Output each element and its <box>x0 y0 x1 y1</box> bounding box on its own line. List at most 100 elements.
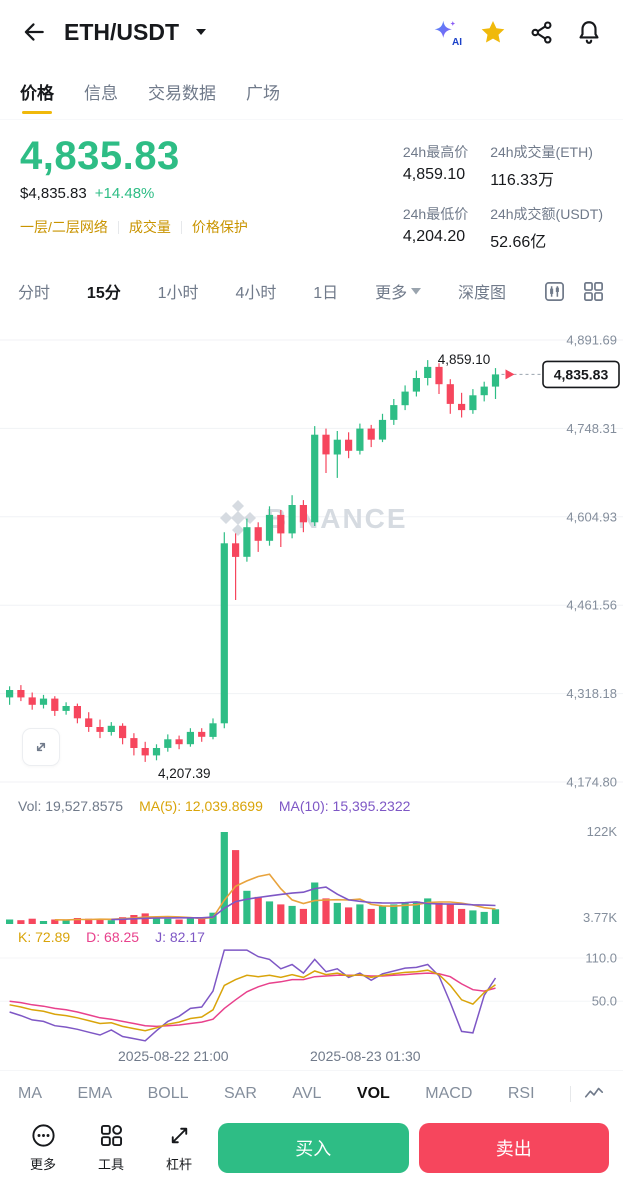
svg-text:4,604.93: 4,604.93 <box>566 509 617 524</box>
svg-text:BINANCE: BINANCE <box>266 503 408 534</box>
time-axis-label: 2025-08-23 01:30 <box>310 1048 421 1064</box>
time-axis-label: 2025-08-22 21:00 <box>118 1048 229 1064</box>
stat-24h-high: 24h最高价 4,859.10 <box>402 144 469 183</box>
indicator-rsi[interactable]: RSI <box>507 1084 535 1102</box>
tag-volume[interactable]: 成交量 <box>128 219 171 235</box>
indicator-sar[interactable]: SAR <box>224 1084 257 1102</box>
buy-button[interactable]: 买入 <box>218 1122 409 1173</box>
kdj-chart[interactable]: 110.0 50.0 <box>0 948 623 1046</box>
notifications-button[interactable] <box>573 16 605 48</box>
expand-icon <box>36 742 46 752</box>
tab-info[interactable]: 信息 <box>84 84 118 103</box>
svg-text:4,207.39: 4,207.39 <box>158 766 211 781</box>
tag-divider <box>117 220 119 234</box>
bottom-action-bar: 更多 工具 杠杆 买入 卖出 <box>0 1116 623 1199</box>
indicator-ema[interactable]: EMA <box>77 1084 113 1102</box>
tools-button[interactable]: 工具 <box>82 1122 140 1173</box>
price-change-percent: +14.48% <box>94 185 155 202</box>
volume-chart[interactable]: 122K 3.77K <box>0 818 623 926</box>
tag-layer-network[interactable]: 一层/二层网络 <box>20 219 108 235</box>
tag-price-protection[interactable]: 价格保护 <box>191 219 248 235</box>
share-icon <box>531 20 551 44</box>
tab-price-label: 价格 <box>20 84 54 103</box>
volume-ma10: MA(10): 15,395.2322 <box>278 798 411 814</box>
indicator-divider <box>569 1085 571 1102</box>
ai-label: AI <box>452 37 462 48</box>
volume-ma5: MA(5): 12,039.8699 <box>139 798 263 814</box>
stat-24h-volume-quote: 24h成交额(USDT) 52.66亿 <box>490 206 603 251</box>
timeframe-4h[interactable]: 4小时 <box>235 285 277 302</box>
favorite-button[interactable] <box>477 16 509 48</box>
kdj-header: K: 72.89 D: 68.25 J: 82.17 <box>0 926 623 948</box>
sell-button[interactable]: 卖出 <box>418 1122 609 1173</box>
timeframe-time[interactable]: 分时 <box>18 285 51 302</box>
tab-trading-data[interactable]: 交易数据 <box>148 84 216 103</box>
volume-value: Vol: 19,527.8575 <box>18 798 124 814</box>
timeframe-1h[interactable]: 1小时 <box>157 285 199 302</box>
stat-24h-low: 24h最低价 4,204.20 <box>402 206 469 245</box>
page-tabs: 价格 信息 交易数据 广场 <box>0 64 623 120</box>
stat-24h-volume-base: 24h成交量(ETH) 116.33万 <box>490 144 593 189</box>
tab-square[interactable]: 广场 <box>246 84 280 103</box>
svg-text:4,174.80: 4,174.80 <box>566 775 617 790</box>
kdj-j-value: J: 82.17 <box>155 928 205 945</box>
more-circle-icon <box>31 1124 55 1147</box>
active-tab-underline <box>22 111 52 114</box>
svg-text:4,859.10: 4,859.10 <box>438 352 491 367</box>
indicator-settings-button[interactable] <box>543 280 566 303</box>
timeframe-bar: 分时 15分 1小时 4小时 1日 更多 深度图 <box>0 268 623 314</box>
stats-grid: 24h最高价 4,859.10 24h成交量(ETH) 116.33万 24h最… <box>403 134 603 252</box>
indicator-vol[interactable]: VOL <box>356 1084 390 1102</box>
pair-dropdown-caret[interactable] <box>193 16 209 48</box>
indicator-bar: MA EMA BOLL SAR AVL VOL MACD RSI <box>0 1070 623 1116</box>
svg-text:110.0: 110.0 <box>585 950 617 965</box>
ai-assistant-button[interactable]: AI <box>429 16 462 48</box>
ai-sparkle-icon <box>434 20 456 38</box>
bell-icon <box>579 21 599 44</box>
svg-text:50.0: 50.0 <box>592 994 617 1009</box>
svg-text:4,891.69: 4,891.69 <box>566 333 617 348</box>
svg-text:4,835.83: 4,835.83 <box>554 366 609 382</box>
line-chart-icon <box>584 1087 604 1098</box>
back-arrow-icon <box>24 23 44 41</box>
caret-down-icon <box>196 29 206 35</box>
indicator-boll[interactable]: BOLL <box>147 1084 189 1102</box>
timeframe-more[interactable]: 更多 <box>375 279 422 303</box>
indicator-avl[interactable]: AVL <box>292 1084 322 1102</box>
svg-text:122K: 122K <box>587 824 618 839</box>
price-summary: 4,835.83 $4,835.83 +14.48% 一层/二层网络 成交量 价格… <box>0 120 623 268</box>
top-bar: ETH/USDT AI <box>0 0 623 64</box>
chart-settings-icon <box>544 281 564 301</box>
more-button[interactable]: 更多 <box>14 1122 72 1173</box>
leverage-icon <box>171 1127 187 1144</box>
pair-title[interactable]: ETH/USDT <box>64 18 179 45</box>
indicator-macd[interactable]: MACD <box>425 1084 473 1102</box>
expand-chart-button[interactable] <box>22 728 60 766</box>
depth-chart-toggle[interactable]: 深度图 <box>458 285 507 302</box>
last-price: 4,835.83 <box>20 134 180 178</box>
fiat-price: $4,835.83 <box>20 185 87 202</box>
star-icon <box>481 21 505 43</box>
tag-divider <box>180 220 182 234</box>
price-chart-area: BINANCE 4,891.69 4,748.31 4,604.93 4,461.56 4… <box>0 314 623 794</box>
chart-style-button[interactable] <box>583 1083 605 1105</box>
kdj-d-value: D: 68.25 <box>86 928 140 945</box>
tools-grid-icon <box>100 1124 122 1147</box>
back-button[interactable] <box>18 16 50 48</box>
leverage-button[interactable]: 杠杆 <box>150 1122 208 1173</box>
timeframe-15m[interactable]: 15分 <box>86 285 121 302</box>
layout-grid-icon <box>583 281 603 301</box>
candlestick-chart[interactable]: BINANCE 4,891.69 4,748.31 4,604.93 4,461.56 4… <box>0 314 623 794</box>
layout-button[interactable] <box>582 280 605 303</box>
svg-text:4,748.31: 4,748.31 <box>566 421 617 436</box>
caret-down-icon <box>411 287 422 294</box>
indicator-ma[interactable]: MA <box>18 1084 42 1102</box>
time-axis: 2025-08-22 21:00 2025-08-23 01:30 <box>0 1046 623 1070</box>
share-button[interactable] <box>525 16 557 48</box>
tab-price[interactable]: 价格 <box>20 64 54 119</box>
svg-text:4,318.18: 4,318.18 <box>566 686 617 701</box>
timeframe-1d[interactable]: 1日 <box>313 285 339 302</box>
volume-header: Vol: 19,527.8575 MA(5): 12,039.8699 MA(1… <box>0 794 623 818</box>
svg-text:3.77K: 3.77K <box>583 910 617 925</box>
